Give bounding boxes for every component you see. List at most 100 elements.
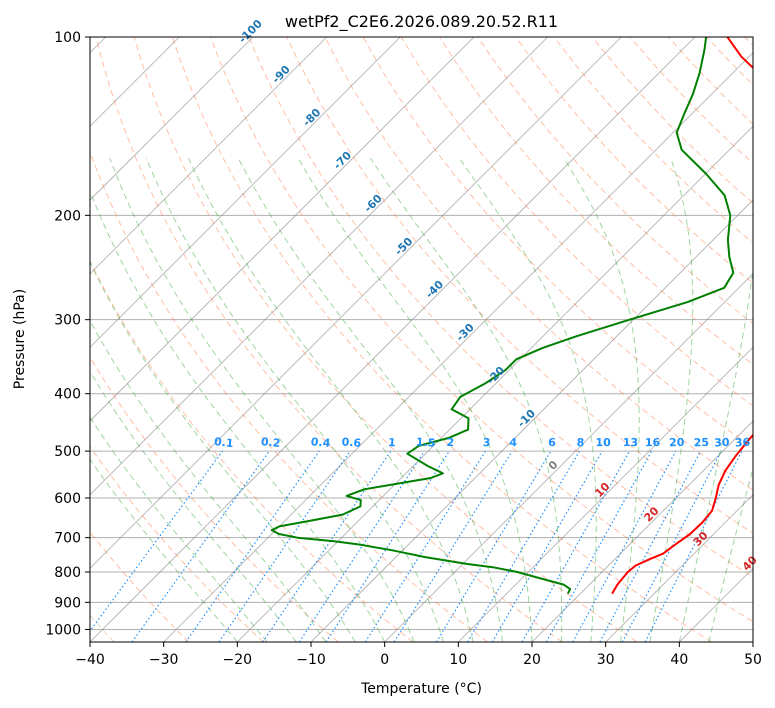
- moist-adiabat-line: [297, 157, 533, 642]
- mixing-ratio-label: 0.2: [260, 435, 281, 450]
- isotherm-line: [458, 346, 753, 642]
- moist-adiabat-line: [369, 157, 563, 642]
- dry-adiabat-line: [95, 37, 563, 642]
- mixing-ratio-label: 6: [548, 436, 556, 449]
- plot-frame: [89, 36, 754, 643]
- isotherm-line: [90, 37, 548, 496]
- dry-adiabat-line: [171, 37, 712, 642]
- dewpoint-profile-line: [270, 37, 735, 595]
- data-lines: [270, 37, 753, 595]
- x-tick-label: 0: [380, 652, 389, 668]
- moist-adiabat-line: [90, 189, 386, 642]
- mixing-ratio-line: [491, 450, 603, 642]
- isotherm-line: [90, 37, 696, 642]
- isotherm-line: [90, 37, 622, 569]
- mixing-ratio-label: 1.5: [416, 436, 436, 450]
- y-axis: 100 200 300 400 500 600 700 800 900 1000: [45, 30, 90, 638]
- x-tick-label: −30: [149, 652, 179, 668]
- dry-adiabat-line: [133, 37, 638, 642]
- y-tick-label: 500: [54, 444, 81, 460]
- mixing-ratio-line: [521, 450, 631, 642]
- x-axis: −40 −30 −20 −10 0 10 20 30 40 50: [75, 642, 762, 668]
- x-axis-label: Temperature (°C): [360, 681, 482, 697]
- mixing-ratio-line: [325, 450, 450, 642]
- x-tick-label: 50: [744, 652, 762, 668]
- dry-adiabat-line: [324, 37, 753, 491]
- dry-adiabat-line: [90, 356, 339, 642]
- mixing-ratio-line: [572, 450, 677, 642]
- dry-adiabat-line: [90, 259, 414, 642]
- moist-adiabat-line: [458, 157, 597, 642]
- y-tick-label: 200: [54, 208, 81, 224]
- mixing-ratio-line: [466, 450, 580, 642]
- x-tick-label: 40: [670, 652, 688, 668]
- x-tick-label: −10: [296, 652, 326, 668]
- isotherm-line: [90, 37, 475, 422]
- y-tick-label: 100: [54, 30, 81, 46]
- mixing-ratio-label: 16: [645, 436, 661, 449]
- y-tick-label: 800: [54, 565, 81, 581]
- mixing-ratio-label: 30: [714, 436, 730, 450]
- mixing-ratio-line: [218, 450, 351, 642]
- dry-adiabat-line: [286, 37, 753, 534]
- line-labels: 0.1 0.2 0.4 0.6 1 1.5 2 3 4 6 8 10 13 16 20 25 30 36-100-…: [213, 17, 760, 574]
- mixing-ratio-line: [185, 450, 320, 642]
- moist-adiabat-line: [90, 458, 238, 642]
- mixing-ratio-label: 20: [669, 436, 685, 449]
- isotherm-line: [384, 273, 753, 642]
- isotherm-line: [531, 420, 753, 642]
- moist-adiabat-line: [145, 157, 445, 642]
- moist-adiabat-line: [708, 466, 753, 642]
- moist-adiabat-line: [90, 319, 327, 642]
- chart-title: wetPf2_C2E6.2026.089.20.52.R11: [285, 12, 558, 32]
- plot-area: [90, 37, 753, 642]
- x-tick-label: −40: [75, 652, 105, 668]
- y-tick-label: 700: [54, 531, 81, 547]
- dry-adiabat-line: [210, 37, 753, 623]
- temperature-profile-line: [611, 37, 753, 595]
- isotherm-line: [605, 494, 753, 642]
- y-axis-label: Pressure (hPa): [12, 289, 28, 389]
- moist-adiabat-line: [90, 260, 356, 642]
- moist-adiabat-line: [90, 416, 268, 642]
- x-tick-label: −20: [223, 652, 253, 668]
- background-lines: [90, 37, 753, 642]
- dry-adiabat-line: [515, 37, 753, 284]
- dry-adiabat-line: [90, 445, 264, 642]
- isotherm-line: [90, 37, 327, 275]
- mixing-ratio-label: 13: [623, 436, 638, 449]
- x-tick-label: 20: [523, 652, 541, 668]
- y-tick-label: 900: [54, 595, 81, 611]
- isotherm-line: [163, 52, 753, 642]
- y-tick-label: 400: [54, 387, 81, 403]
- moist-adiabat-line: [649, 157, 694, 642]
- mixing-ratio-line: [364, 450, 486, 642]
- mixing-ratio-label: 0.1: [213, 435, 234, 450]
- dry-adiabat-line: [248, 37, 753, 578]
- isotherm-line: [90, 37, 254, 201]
- mixing-ratio-label: 2: [446, 436, 454, 449]
- y-tick-label: 600: [54, 491, 81, 507]
- mixing-ratio-label: 1: [388, 436, 397, 449]
- mixing-ratio-label: 3: [482, 436, 490, 449]
- mixing-ratio-label: 0.6: [341, 435, 362, 450]
- moist-adiabat-line: [678, 265, 753, 642]
- isotherm-line: [90, 37, 401, 348]
- x-tick-label: 30: [597, 652, 615, 668]
- mixing-ratio-label: 25: [694, 436, 710, 450]
- mixing-ratio-label: 0.4: [310, 435, 331, 450]
- mixing-ratio-label: 10: [595, 436, 611, 449]
- mixing-ratio-line: [393, 450, 513, 642]
- moist-adiabat-line: [109, 157, 415, 642]
- moist-adiabat-line: [563, 157, 640, 642]
- moist-adiabat-line: [90, 370, 297, 642]
- mixing-ratio-label: 4: [509, 436, 517, 449]
- mixing-ratio-label: 8: [577, 436, 585, 449]
- mixing-ratio-line: [545, 450, 653, 642]
- mixing-ratio-line: [435, 450, 552, 642]
- mixing-ratio-label: 36: [735, 436, 751, 450]
- y-tick-label: 300: [54, 313, 81, 329]
- x-tick-label: 10: [449, 652, 467, 668]
- y-tick-label: 1000: [45, 622, 81, 638]
